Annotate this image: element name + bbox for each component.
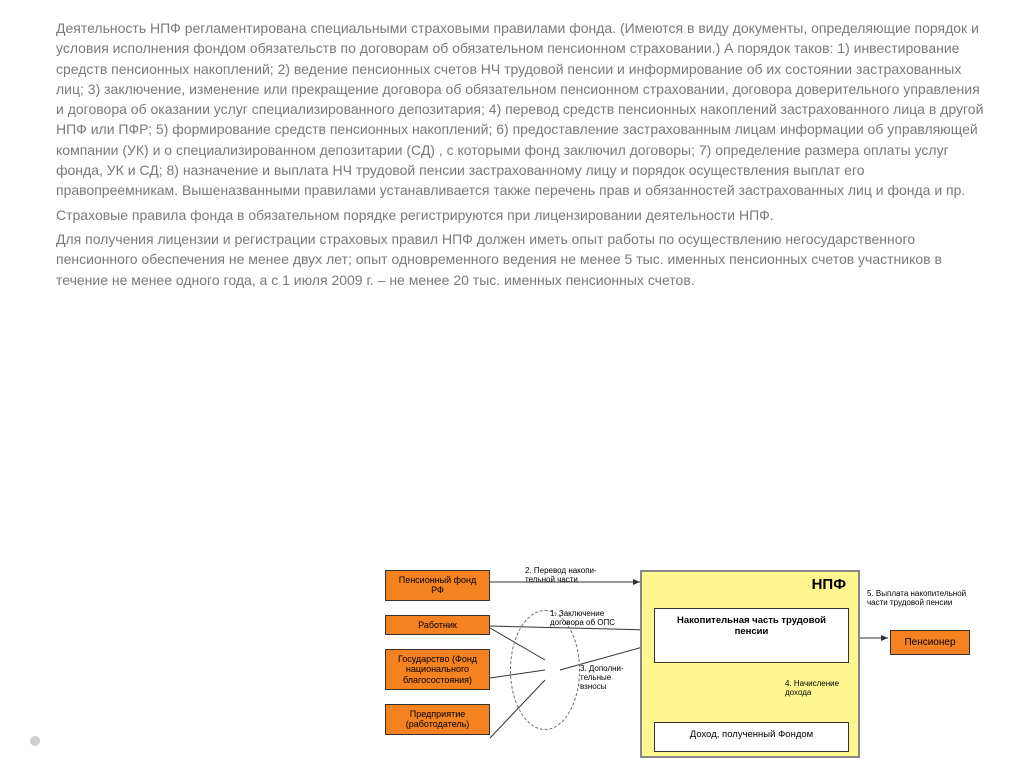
paragraph-1: Деятельность НПФ регламентирована специа… [56,18,984,201]
box-pensioner: Пенсионер [890,630,970,655]
box-fund-income: Доход, полученный Фондом [654,722,849,752]
box-state: Государство (Фонд национального благосос… [385,649,490,690]
box-employer: Предприятие (работодатель) [385,704,490,735]
left-entity-boxes: Пенсионный фонд РФ Работник Государство … [385,570,490,749]
paragraph-2: Страховые правила фонда в обязательном п… [56,205,984,225]
box-pfr: Пенсионный фонд РФ [385,570,490,601]
label-5: 5. Выплата накопительной части трудовой … [867,590,977,608]
label-3: 3. Дополни-тельные взносы [580,665,635,691]
npf-title: НПФ [812,576,846,593]
box-accumulative-part: Накопительная часть трудовой пенсии [654,608,849,663]
slide-bullet-icon [30,736,40,746]
contributions-ellipse [510,610,580,730]
paragraph-3: Для получения лицензии и регистрации стр… [56,229,984,290]
label-1: 1. Заключение договора об ОПС [550,610,630,628]
npf-diagram: Пенсионный фонд РФ Работник Государство … [385,570,985,760]
label-2: 2. Перевод накопи-тельной части [525,567,615,585]
npf-container: НПФ Накопительная часть трудовой пенсии … [640,570,860,758]
box-worker: Работник [385,615,490,635]
label-4: 4. Начисление дохода [785,680,855,698]
